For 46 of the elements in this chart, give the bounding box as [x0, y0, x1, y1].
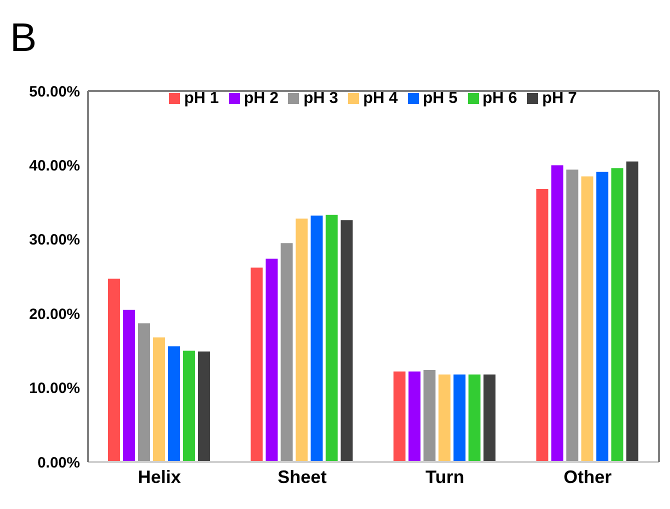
- bar: [423, 370, 436, 462]
- bar: [296, 218, 308, 462]
- y-tick-label: 40.00%: [29, 158, 80, 175]
- y-tick-label: 30.00%: [29, 232, 80, 249]
- x-tick-label: Helix: [138, 466, 181, 487]
- bar: [536, 188, 548, 462]
- bar: [266, 258, 278, 462]
- bar: [438, 374, 450, 462]
- y-tick-label: 20.00%: [29, 306, 80, 323]
- bar: [393, 371, 406, 462]
- bar: [483, 374, 496, 462]
- text: B: [10, 16, 37, 60]
- bar: [280, 243, 293, 462]
- bar: [566, 170, 578, 462]
- legend-label: pH 3: [303, 90, 338, 107]
- bar: [152, 337, 165, 462]
- bar: [611, 168, 624, 462]
- y-tick-label: 50.00%: [29, 83, 80, 100]
- legend-label: pH 5: [422, 90, 458, 107]
- x-tick-label: Sheet: [278, 466, 327, 487]
- x-tick-label: Turn: [426, 466, 464, 487]
- bar: [108, 278, 120, 462]
- legend-label: pH 4: [363, 90, 398, 107]
- bar: [250, 268, 263, 462]
- y-tick-label: 10.00%: [29, 380, 80, 398]
- bar: [198, 351, 210, 462]
- bar: [408, 371, 420, 462]
- bar: [168, 346, 180, 462]
- legend-label: pH 6: [482, 90, 518, 107]
- bar: [468, 374, 480, 462]
- legend-label: pH 7: [542, 90, 577, 107]
- bar: [340, 220, 353, 462]
- bar: [310, 216, 323, 462]
- x-tick-label: Other: [564, 466, 612, 487]
- legend-label: pH 2: [244, 90, 278, 107]
- bar: [326, 214, 338, 462]
- bar: [626, 161, 638, 462]
- legend-label: pH 1: [184, 90, 219, 107]
- bar: [138, 323, 150, 462]
- bar: [122, 310, 135, 462]
- y-tick-label: 0.00%: [37, 454, 80, 472]
- bar: [596, 172, 608, 462]
- bar: [581, 176, 594, 462]
- bar: [453, 374, 466, 462]
- bar: [182, 350, 195, 462]
- bar: [551, 165, 564, 462]
